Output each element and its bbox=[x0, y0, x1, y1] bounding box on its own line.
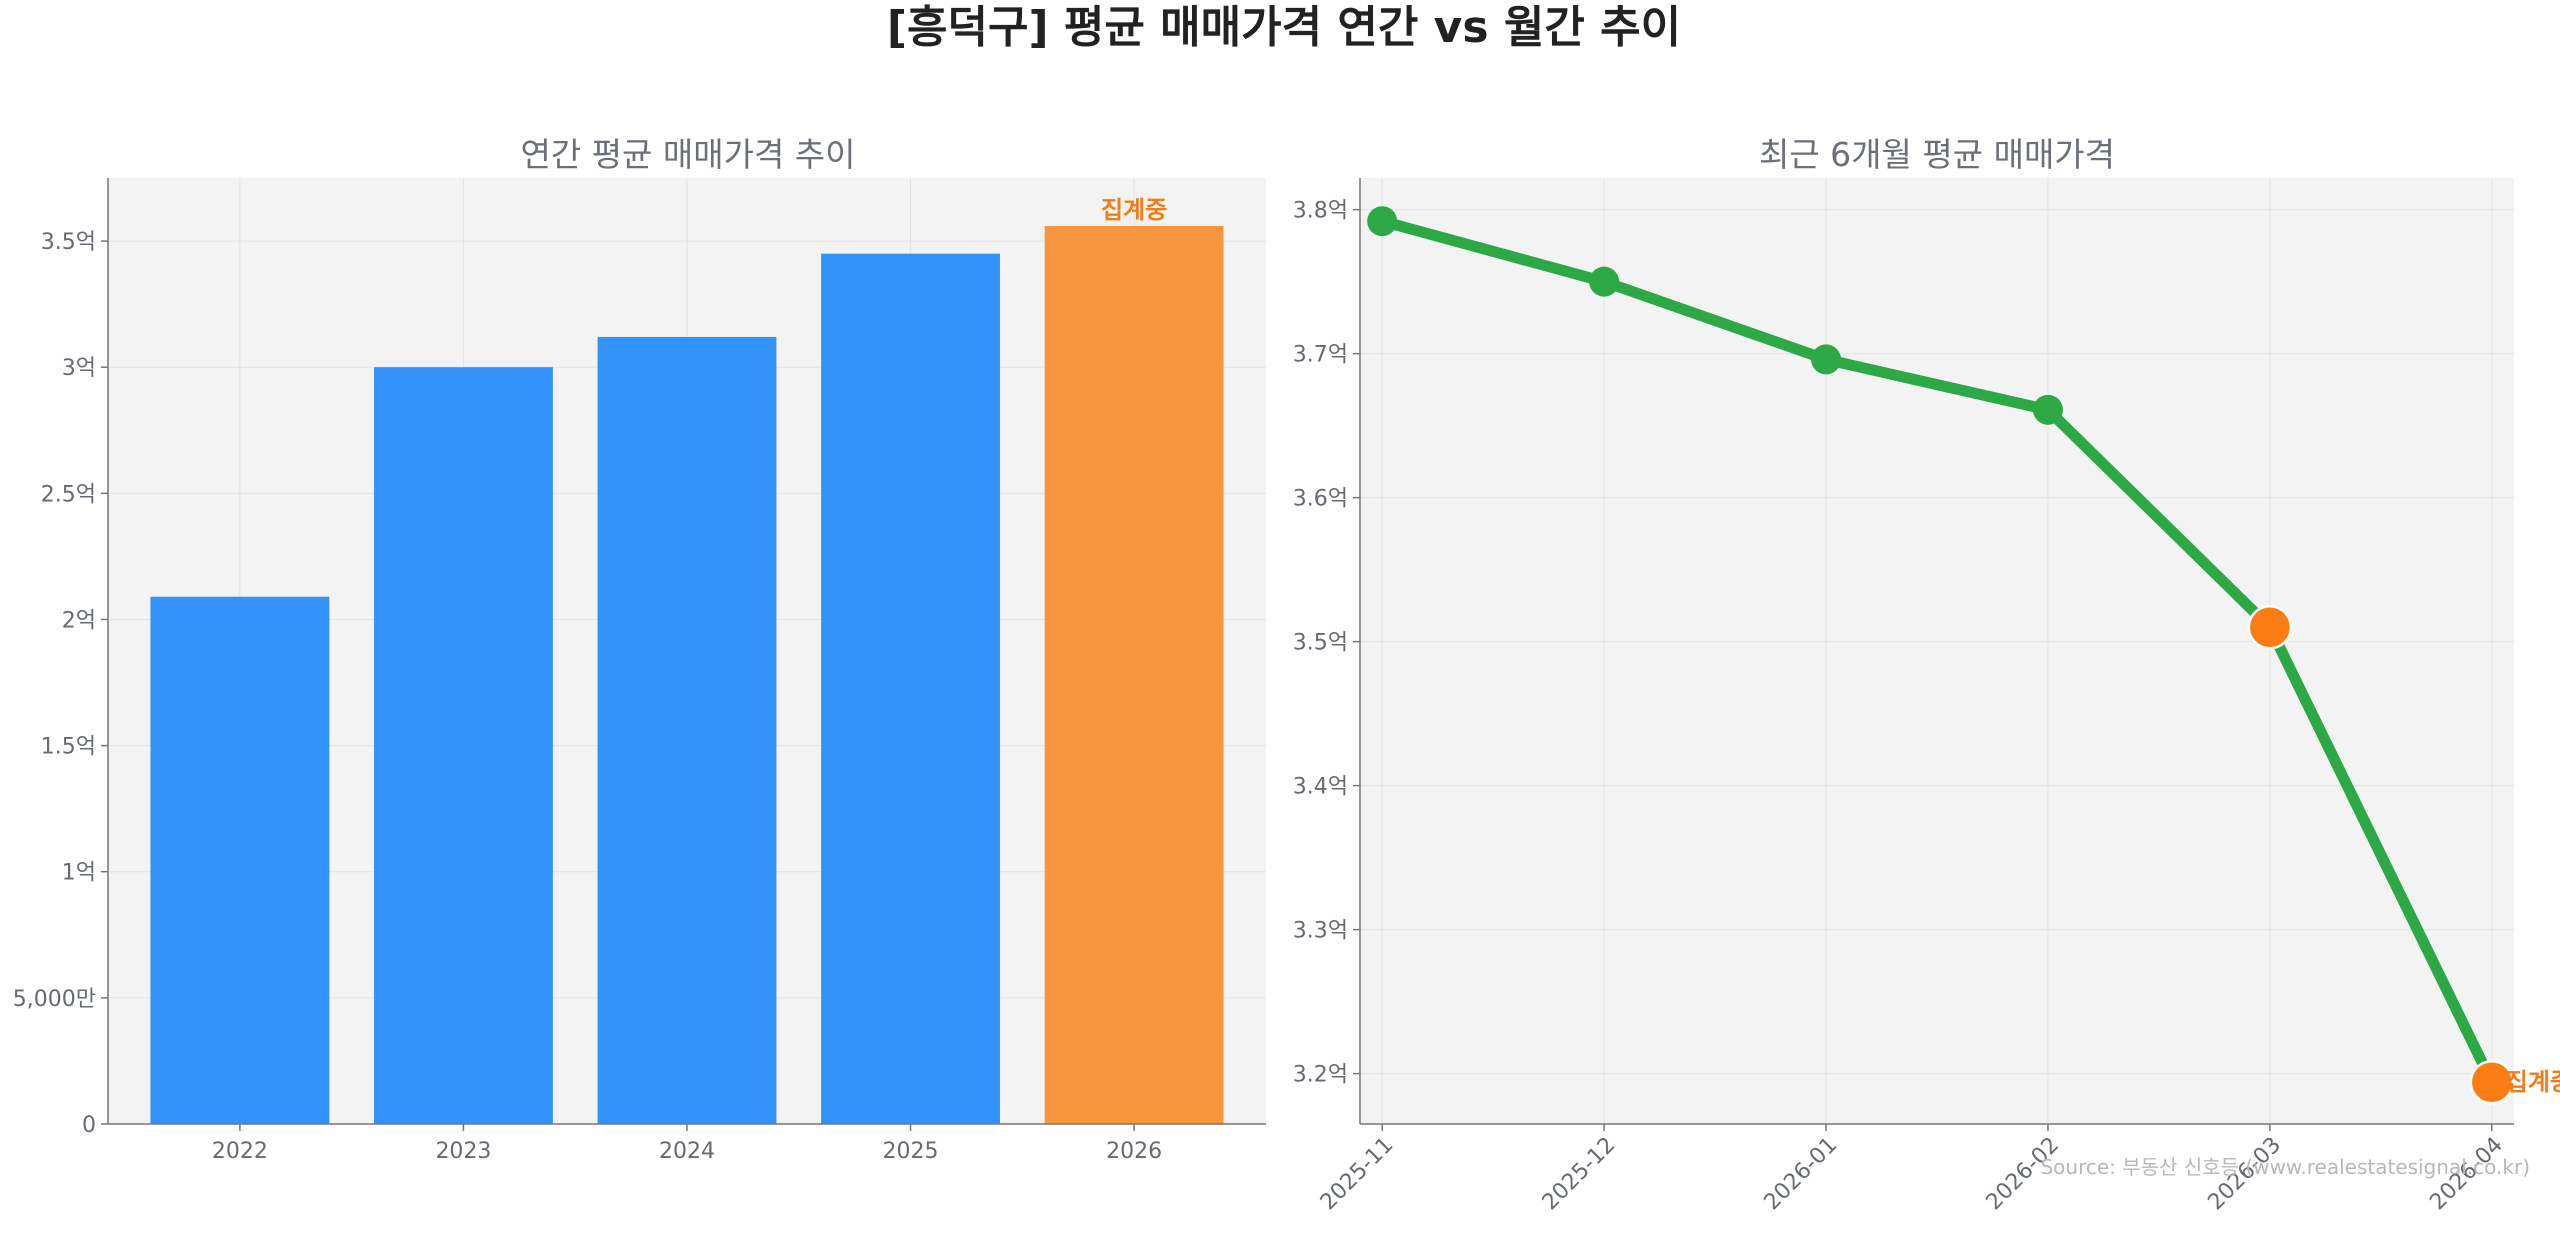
y-tick-label: 3.4억 bbox=[1293, 775, 1348, 800]
point-2026-02 bbox=[2032, 394, 2063, 425]
main-title: [흥덕구] 평균 매매가격 연간 vs 월간 추이 bbox=[887, 2, 1681, 53]
x-tick-label: 2023 bbox=[435, 1139, 491, 1164]
y-tick-label: 0 bbox=[82, 1113, 96, 1138]
y-tick-label: 3.5억 bbox=[41, 230, 96, 255]
x-tick-label: 2022 bbox=[212, 1139, 268, 1164]
source-note: Source: 부동산 신호등 (www.realestatesignal.co… bbox=[2040, 1155, 2530, 1179]
x-tick-label: 2026 bbox=[1106, 1139, 1162, 1164]
y-tick-label: 2.5억 bbox=[41, 482, 96, 507]
y-tick-label: 3.5억 bbox=[1293, 631, 1348, 656]
y-tick-label: 3.3억 bbox=[1293, 919, 1348, 944]
y-tick-label: 5,000만 bbox=[13, 987, 96, 1012]
y-tick-label: 3억 bbox=[62, 356, 96, 381]
x-tick-label: 2025 bbox=[883, 1139, 939, 1164]
annual-plot-area: 0 5,000만 1억 1.5억 2억 2.5억 3억 3.5억 2022 2023 2024 202… bbox=[13, 178, 1266, 1164]
bar-2022 bbox=[150, 596, 330, 1124]
y-tick-label: 3.6억 bbox=[1293, 487, 1348, 512]
monthly-line-chart: 최근 6개월 평균 매매가격 3.2억3.3억3.4억3.5억3.6억3.7억3… bbox=[1293, 135, 2560, 1215]
annual-bar-chart: 연간 평균 매매가격 추이 0 5,000만 1억 1.5억 2억 2.5억 3억 3.5억 2… bbox=[13, 135, 1266, 1164]
y-tick-label: 1.5억 bbox=[41, 735, 96, 760]
monthly-chart-title: 최근 6개월 평균 매매가격 bbox=[1759, 135, 2115, 174]
y-axis-ticks: 3.2억 3.3억 3.4억 3.5억 3.6억 3.7억 3.8억 bbox=[1293, 199, 1360, 1088]
point-2025-11 bbox=[1367, 206, 1398, 237]
y-tick-label: 3.7억 bbox=[1293, 343, 1348, 368]
series-line bbox=[1376, 215, 2498, 1088]
annotation-status: 집계중 bbox=[1101, 196, 1167, 224]
point-2026-01 bbox=[1811, 344, 1842, 375]
y-tick-label: 3.2억 bbox=[1293, 1063, 1348, 1088]
y-tick-label: 3.8억 bbox=[1293, 199, 1348, 224]
annotation-status: 집계중 bbox=[2506, 1068, 2560, 1096]
x-tick-label: 2024 bbox=[659, 1139, 715, 1164]
plot-background bbox=[1360, 178, 2514, 1124]
y-tick-label: 1억 bbox=[62, 861, 96, 886]
point-2026-03 bbox=[2247, 604, 2293, 650]
point-2025-12 bbox=[1589, 266, 1620, 297]
point-2026-04 bbox=[2469, 1059, 2515, 1105]
y-tick-label: 2억 bbox=[62, 608, 96, 633]
bar-2024 bbox=[597, 336, 777, 1125]
annual-chart-title: 연간 평균 매매가격 추이 bbox=[520, 135, 855, 174]
y-axis-ticks: 0 5,000만 1억 1.5억 2억 2.5억 3억 3.5억 bbox=[13, 230, 108, 1138]
bar-2026 bbox=[1044, 225, 1224, 1124]
bar-2023 bbox=[374, 367, 553, 1124]
bar-2025 bbox=[821, 253, 1000, 1124]
